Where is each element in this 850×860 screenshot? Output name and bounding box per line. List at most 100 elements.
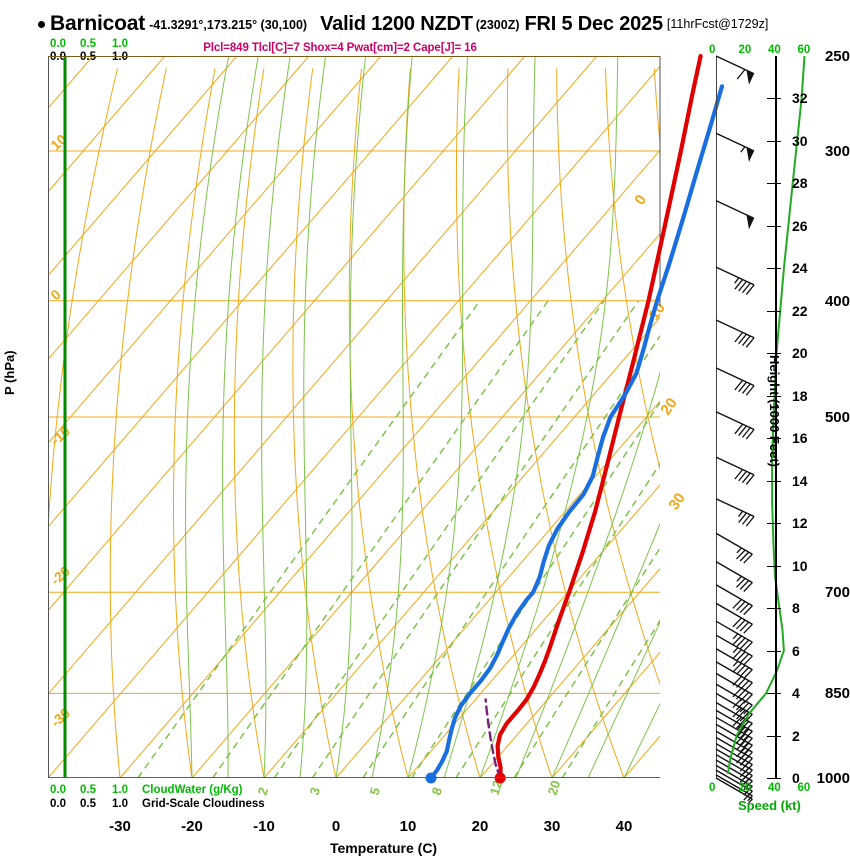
forecast-stamp: [11hrFcst@1729z] [666,17,769,31]
pressure-axis-title: P (hPa) [2,350,17,395]
height-tick-label: 18 [792,387,808,404]
cloud-scale-tick: 1.0 [112,51,128,63]
height-tick [767,778,781,779]
wind-barb [715,584,753,616]
wind-barb [715,602,753,634]
wind-barb-column [715,55,755,805]
wind-barb [715,132,755,162]
cloud-scale-tick: 0.5 [80,51,96,63]
height-tick-label: 2 [792,727,800,744]
speed-tick-label: 60 [797,782,811,794]
wind-barb [715,620,753,652]
height-tick-label: 30 [792,132,808,149]
isotherm-label: 20 [657,395,680,418]
speed-tick-label: 20 [738,782,752,794]
height-tick [767,183,781,185]
mixing-ratio-label: 2 [255,785,272,797]
temperature-axis-title: Temperature (C) [330,840,438,856]
height-tick-label: 8 [792,600,800,617]
wind-barb [715,266,755,295]
height-tick-label: 14 [792,472,808,489]
height-tick-label: 10 [792,557,808,574]
cloud-scale-label: Grid-Scale Cloudiness [142,798,265,810]
height-tick [767,395,781,397]
header-title-row: Barnicoat -41.3291°,173.215° (30,100) Vali… [38,12,768,36]
wind-barb [715,759,753,791]
speed-axis-title: Speed (kt) [738,798,801,813]
cloud-scale-tick: 0.0 [50,38,66,50]
height-tick-label: 26 [792,217,808,234]
height-tick-label: 0 [792,770,800,786]
station-dot-icon [38,21,45,28]
stability-indices: Plcl=849 Tlcl[C]=7 Shox=4 Pwat[cm]=2 Cap… [203,42,477,54]
height-tick-label: 4 [792,685,800,702]
height-tick [767,225,781,227]
wind-barb [715,647,753,679]
wind-barb [715,777,753,805]
height-tick-label: 32 [792,90,808,107]
height-tick [767,353,781,355]
pressure-tick-label: 700 [824,584,850,602]
plot-frame [48,56,660,778]
height-tick-label: 22 [792,302,808,319]
height-tick [767,310,781,312]
wind-barb [715,672,753,704]
cloud-scale-tick: 0.0 [50,51,66,63]
valid-time: Valid 1200 NZDT [320,13,473,35]
skewt-profiles [425,53,725,784]
speed-tick-label: 0 [709,782,716,794]
pressure-tick-label: 300 [824,142,850,160]
temperature-tick-label: -30 [109,818,131,835]
height-tick-label: 24 [792,260,808,277]
temperature-tick-label: -10 [253,818,275,835]
wind-barb [715,769,753,801]
temperature-tick-label: -20 [181,818,203,835]
wind-barb-axis [716,56,717,778]
height-tick [767,693,781,695]
speed-tick-label: 40 [768,44,781,56]
temperature-tick-label: 0 [331,818,341,835]
mixing-ratio-label: 20 [545,779,564,797]
wind-barb [715,456,755,485]
pressure-tick-label: 850 [824,685,850,703]
height-tick [767,523,781,525]
temperature-tick-label: 40 [615,818,633,835]
wind-barb [715,367,755,396]
wind-barb [715,532,753,564]
height-axis-title: Height (1000 Feet) [767,355,782,467]
station-name: Barnicoat [50,12,146,35]
temperature-tick-label: 10 [399,818,417,835]
pressure-tick-label: 500 [824,409,850,426]
height-tick [767,735,781,737]
height-tick [767,98,781,100]
mixing-ratio-label: 5 [367,785,384,797]
cloud-scale-tick: 1.0 [112,798,128,810]
wind-barb [715,683,753,715]
speed-tick-label: 60 [797,44,811,56]
temperature-tick-label: 30 [543,818,561,835]
wind-barb [715,319,755,348]
height-tick [767,650,781,652]
height-tick-label: 6 [792,642,800,659]
valid-date: FRI 5 Dec 2025 [524,13,664,35]
height-tick-label: 16 [792,430,808,447]
wind-barb [715,498,755,527]
wind-barb [715,411,755,440]
wind-barb [715,560,753,592]
pressure-tick-label: 250 [824,48,850,65]
chart-header: Barnicoat -41.3291°,173.215° (30,100) Vali… [0,6,850,54]
temperature-tick-label: 20 [471,818,489,835]
cloud-scale-tick: 0.0 [50,784,66,796]
temperature-marker [494,772,506,784]
height-tick [767,480,781,482]
wind-barb [715,199,755,230]
dewpoint-marker [425,772,437,784]
wind-barb [715,692,753,724]
height-tick [767,268,781,270]
skewt-plot-area: 2 3 5 8 12 20 10 0 -10 -20 -30 0 10 20 30 [47,53,725,797]
speed-tick-label: 40 [768,782,781,794]
cloud-scale-tick: 0.5 [80,38,96,50]
speed-tick-label: 0 [709,44,716,56]
